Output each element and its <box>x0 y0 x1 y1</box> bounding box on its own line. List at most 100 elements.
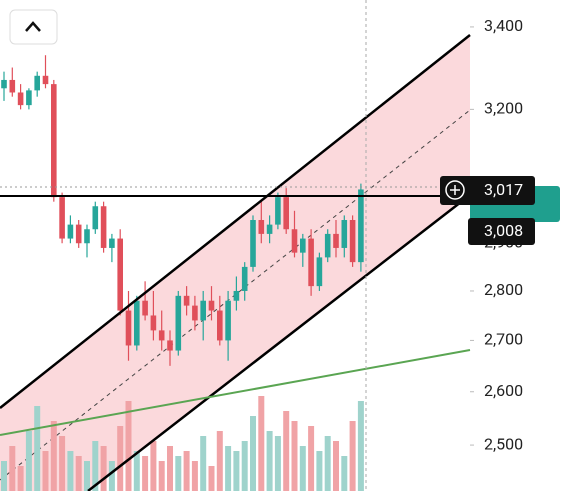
candle-body <box>17 92 24 106</box>
chevron-up <box>25 21 41 32</box>
candle-body <box>233 290 240 301</box>
add-icon[interactable] <box>445 180 465 200</box>
volume-bar <box>142 456 149 491</box>
y-tick-label: 2,500 <box>484 434 523 453</box>
volume-bar <box>175 456 182 491</box>
volume-bar <box>333 441 339 491</box>
candle-body <box>92 206 99 230</box>
price-tag-label: 3,008 <box>484 221 523 240</box>
candle-body <box>341 219 348 248</box>
candle-body <box>175 295 182 351</box>
volume-bar <box>9 446 16 491</box>
volume-bar <box>258 396 265 491</box>
candle-body <box>200 300 206 321</box>
candle-body <box>300 238 306 253</box>
candle-body <box>142 300 148 316</box>
y-tick-label: 2,600 <box>484 381 523 400</box>
volume-bar <box>50 421 57 491</box>
candle-body <box>9 79 16 93</box>
candle-body <box>51 84 57 198</box>
candle-body <box>100 206 107 248</box>
candle-body <box>308 238 314 287</box>
volume-bar <box>1 461 7 491</box>
candle-body <box>167 340 173 351</box>
volume-bar <box>341 456 348 491</box>
candle-body <box>134 300 140 346</box>
candle-body <box>358 189 364 263</box>
candle-body <box>266 224 273 234</box>
volume-bar <box>84 461 90 491</box>
volume-bar <box>308 426 315 491</box>
volume-bar <box>357 401 364 491</box>
volume-bar <box>67 451 74 491</box>
volume-bar <box>250 416 256 491</box>
candle-body <box>208 300 215 311</box>
y-tick-label: 2,800 <box>484 280 523 299</box>
candle-body <box>84 229 90 244</box>
price-tag-label: 3,017 <box>484 180 523 199</box>
channel-lower <box>87 194 471 492</box>
candle-body <box>75 224 82 244</box>
volume-bar <box>225 446 232 491</box>
volume-bar <box>283 411 290 491</box>
volume-bar <box>117 426 124 491</box>
volume-bar <box>92 441 99 491</box>
volume-bar <box>266 431 273 491</box>
candle-body <box>125 310 132 346</box>
y-tick-label: 3,400 <box>484 16 523 35</box>
candle-body <box>192 305 198 321</box>
volume-bar <box>167 446 173 491</box>
candle-body <box>217 310 223 341</box>
channel-upper <box>0 34 471 409</box>
collapse-button[interactable] <box>9 9 58 45</box>
candle-body <box>324 233 331 258</box>
candle-body <box>42 75 49 85</box>
y-tick-label: 2,700 <box>484 330 523 349</box>
candle-body <box>67 224 74 239</box>
y-tick-label: 3,200 <box>484 99 523 118</box>
volume-bar <box>34 406 41 491</box>
volume-bar <box>291 421 298 491</box>
volume-bar <box>25 431 32 491</box>
candle-body <box>34 75 40 91</box>
candle-body <box>183 295 190 306</box>
volume-layer <box>1 396 364 491</box>
price-tag-box[interactable] <box>440 176 535 205</box>
volume-bar <box>125 401 132 491</box>
volume-bar <box>274 436 281 491</box>
candle-body <box>150 315 157 331</box>
candle-body <box>316 257 323 287</box>
candle-body <box>241 266 248 291</box>
price-tag-box <box>468 218 535 245</box>
volume-bar <box>150 441 157 491</box>
channel-fill <box>0 35 470 491</box>
candle-body <box>333 233 339 248</box>
candle-body <box>59 197 65 239</box>
volume-bar <box>183 451 190 491</box>
candle-body <box>158 330 165 341</box>
volume-bar <box>216 431 223 491</box>
volume-bar <box>75 456 82 491</box>
candle-body <box>283 197 289 230</box>
volume-bar <box>233 451 240 491</box>
candle-body <box>250 219 256 267</box>
volume-bar <box>324 436 331 491</box>
volume-bar <box>158 461 165 491</box>
volume-bar <box>59 436 66 491</box>
candle-body <box>291 229 298 253</box>
volume-bar <box>200 436 207 491</box>
candle-body <box>26 90 32 106</box>
volume-bar <box>316 451 323 491</box>
volume-bar <box>208 466 215 491</box>
volume-bar <box>133 451 140 491</box>
volume-bar <box>191 461 198 491</box>
candle-body <box>275 197 281 225</box>
candle-body <box>109 238 115 248</box>
volume-bar <box>108 461 115 491</box>
candle-body <box>225 300 231 341</box>
candle-layer <box>1 55 364 366</box>
volume-bar <box>241 441 248 491</box>
volume-bar <box>349 421 356 491</box>
volume-bar <box>17 466 24 491</box>
